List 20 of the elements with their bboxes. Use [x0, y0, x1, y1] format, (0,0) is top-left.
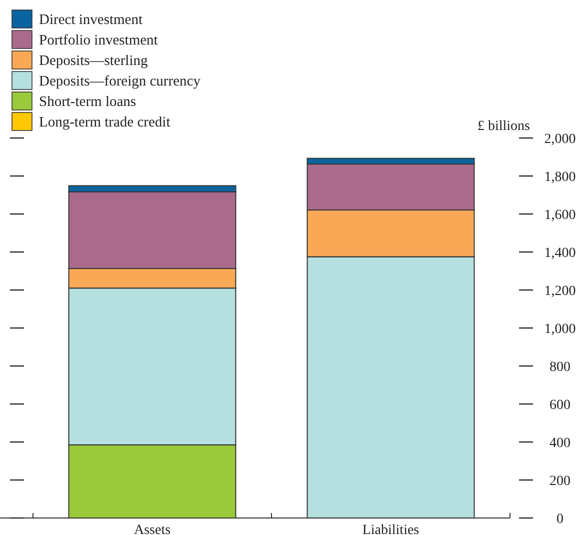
y-axis-title: £ billions: [477, 119, 530, 134]
y-tick-label: 1,200: [544, 284, 576, 299]
y-tick-label: 1,000: [544, 322, 576, 337]
y-tick-label: 1,600: [544, 208, 576, 223]
legend-label: Short-term loans: [39, 94, 136, 110]
y-tick-label: 0: [556, 512, 564, 527]
y-tick-label: 1,400: [544, 246, 576, 261]
legend-label: Deposits—foreign currency: [39, 74, 202, 90]
legend-label: Long-term trade credit: [39, 114, 170, 130]
legend-label: Portfolio investment: [39, 32, 158, 48]
y-tick-label: 400: [550, 436, 570, 451]
y-tick-label: 2,000: [544, 132, 576, 147]
y-tick-label: 200: [550, 474, 570, 489]
x-tick-label: Assets: [134, 523, 171, 535]
y-tick-label: 600: [550, 398, 570, 413]
y-tick-label: 1,800: [544, 170, 576, 185]
y-tick-label: 800: [550, 360, 570, 375]
legend-label: Deposits—sterling: [39, 53, 148, 69]
x-tick-label: Liabilities: [362, 523, 420, 535]
legend-label: Direct investment: [39, 12, 142, 28]
